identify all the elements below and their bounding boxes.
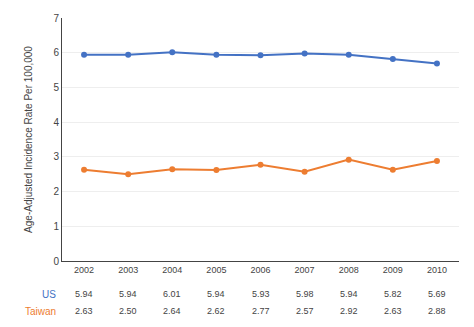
svg-text:2.50: 2.50: [119, 306, 137, 316]
svg-text:Age-Adjusted Incidence Rate Pe: Age-Adjusted Incidence Rate Per 100,000: [23, 46, 34, 233]
svg-text:5.82: 5.82: [384, 289, 402, 299]
svg-text:2002: 2002: [74, 265, 94, 275]
svg-text:2: 2: [53, 186, 59, 197]
svg-text:Taiwan: Taiwan: [25, 306, 56, 317]
svg-text:0: 0: [53, 256, 59, 267]
svg-text:2.63: 2.63: [384, 306, 402, 316]
svg-text:5.94: 5.94: [75, 289, 93, 299]
svg-text:2.88: 2.88: [428, 306, 446, 316]
svg-text:US: US: [42, 289, 56, 300]
svg-text:2009: 2009: [383, 265, 403, 275]
svg-text:3: 3: [53, 151, 59, 162]
svg-text:2006: 2006: [250, 265, 270, 275]
svg-text:2005: 2005: [206, 265, 226, 275]
svg-text:2003: 2003: [118, 265, 138, 275]
svg-text:7: 7: [53, 13, 59, 24]
svg-text:5.93: 5.93: [252, 289, 270, 299]
svg-text:1: 1: [53, 221, 59, 232]
svg-text:2007: 2007: [295, 265, 315, 275]
svg-text:2010: 2010: [427, 265, 447, 275]
svg-text:5: 5: [53, 82, 59, 93]
svg-text:6: 6: [53, 47, 59, 58]
svg-text:2008: 2008: [339, 265, 359, 275]
svg-text:5.94: 5.94: [207, 289, 225, 299]
svg-text:2.92: 2.92: [340, 306, 358, 316]
svg-text:2.64: 2.64: [163, 306, 181, 316]
svg-text:2.57: 2.57: [296, 306, 314, 316]
svg-text:2.77: 2.77: [252, 306, 270, 316]
svg-text:5.94: 5.94: [340, 289, 358, 299]
svg-text:5.94: 5.94: [119, 289, 137, 299]
svg-text:4: 4: [53, 117, 59, 128]
svg-text:2.62: 2.62: [207, 306, 225, 316]
svg-text:2.63: 2.63: [75, 306, 93, 316]
svg-text:6.01: 6.01: [163, 289, 181, 299]
svg-text:5.69: 5.69: [428, 289, 446, 299]
svg-text:5.98: 5.98: [296, 289, 314, 299]
svg-text:2004: 2004: [162, 265, 182, 275]
